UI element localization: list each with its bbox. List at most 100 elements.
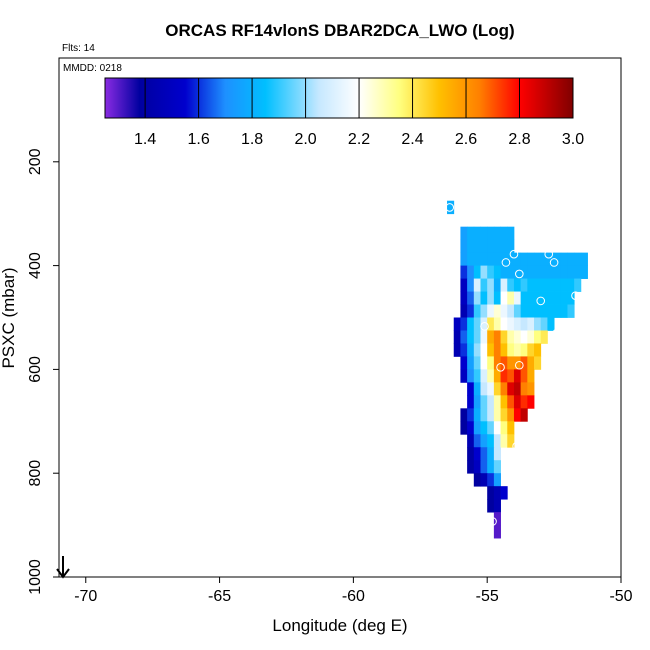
heatmap-cell xyxy=(520,317,528,331)
heatmap-cell xyxy=(493,343,501,357)
heatmap-cell xyxy=(493,525,501,539)
heatmap-cell xyxy=(567,291,575,305)
heatmap-cell xyxy=(547,304,555,318)
heatmap-cell xyxy=(467,265,475,279)
heatmap-cell xyxy=(480,239,488,254)
heatmap-cell xyxy=(574,278,582,292)
heatmap-cell xyxy=(473,317,481,331)
heatmap-cell xyxy=(480,356,488,370)
heatmap-cell xyxy=(487,408,495,422)
heatmap-cell xyxy=(554,291,562,305)
heatmap-cell xyxy=(473,421,481,435)
heatmap-cell xyxy=(513,317,522,331)
heatmap-cell xyxy=(520,330,528,344)
heatmap-cell xyxy=(467,421,475,435)
heatmap-cell xyxy=(540,291,548,305)
sample-marker xyxy=(515,269,524,279)
heatmap-cell xyxy=(520,304,528,318)
heatmap-cell xyxy=(487,473,495,487)
flights-annotation: Flts: 14 xyxy=(62,43,95,54)
heatmap-cell xyxy=(567,304,575,318)
heatmap-cell xyxy=(473,356,481,370)
heatmap-cell xyxy=(460,239,468,254)
heatmap-cell xyxy=(500,434,508,448)
heatmap-cell xyxy=(467,291,475,305)
heatmap-cell xyxy=(507,265,515,279)
colorbar-tick-label: 1.8 xyxy=(241,131,263,148)
sample-marker xyxy=(536,296,546,306)
heatmap-cell xyxy=(480,226,488,241)
heatmap-cell xyxy=(493,382,501,396)
colorbar-bar xyxy=(104,77,574,119)
sample-markers xyxy=(445,203,580,526)
heatmap-cell xyxy=(460,421,468,435)
heatmap-cell xyxy=(473,304,481,318)
heatmap-cell xyxy=(493,304,501,318)
sample-marker xyxy=(509,249,519,259)
heatmap-cell xyxy=(467,434,475,448)
heatmap-cell xyxy=(567,278,575,292)
colorbar-ticks: 1.4 1.6 1.8 2.0 2.2 2.4 2.6 2.8 3.0 xyxy=(134,78,584,148)
heatmap-cell xyxy=(487,499,495,513)
heatmap-cell xyxy=(493,395,501,409)
sample-marker xyxy=(571,291,580,301)
heatmap-cell xyxy=(487,330,495,344)
sample-marker xyxy=(515,456,524,466)
x-axis: -70 -65 -60 -55 -50 xyxy=(74,577,633,605)
heatmap-cell xyxy=(507,291,515,305)
heatmap-cell xyxy=(467,369,475,383)
heatmap-cell xyxy=(520,343,528,357)
heatmap-cell xyxy=(527,252,535,266)
heatmap-cell xyxy=(554,265,562,279)
heatmap-cell xyxy=(493,356,501,370)
heatmap-cell xyxy=(480,382,488,396)
heatmap-cell xyxy=(513,408,522,422)
heatmap-cell xyxy=(500,395,508,409)
heatmap-cell xyxy=(534,343,542,357)
heatmap-cell xyxy=(480,317,488,331)
heatmap-cell xyxy=(507,421,515,435)
heatmap-cell xyxy=(500,356,508,370)
heatmap-cell xyxy=(480,395,488,409)
heatmap-cell xyxy=(467,382,475,396)
heatmap-cell xyxy=(580,265,588,279)
heatmap-cell xyxy=(473,460,481,474)
date-annotation: MMDD: 0218 xyxy=(63,63,122,74)
heatmap-cell xyxy=(493,512,501,526)
heatmap-cell xyxy=(493,252,501,266)
sample-marker xyxy=(496,363,505,372)
y-tick-label: 400 xyxy=(27,252,44,279)
sample-marker xyxy=(531,418,540,428)
heatmap-cell xyxy=(467,278,475,292)
heatmap-cell xyxy=(473,252,481,266)
heatmap-cell xyxy=(460,226,468,241)
heatmap-cell xyxy=(513,252,522,266)
sample-marker xyxy=(466,215,476,225)
down-arrow-icon xyxy=(56,556,70,579)
heatmap-cell xyxy=(500,304,508,318)
heatmap-cell xyxy=(493,473,501,487)
heatmap-cell xyxy=(493,460,501,474)
y-tick-label: 200 xyxy=(27,148,44,175)
heatmap-cell xyxy=(487,265,495,279)
heatmap-cell xyxy=(513,291,522,305)
heatmap-cell xyxy=(547,265,555,279)
x-axis-label: Longitude (deg E) xyxy=(272,616,407,635)
heatmap-cell xyxy=(507,278,515,292)
heatmap-cell xyxy=(480,291,488,305)
heatmap-cell xyxy=(487,278,495,292)
heatmap-cell xyxy=(473,239,481,254)
heatmap-cell xyxy=(513,382,522,396)
heatmap-cell xyxy=(500,382,508,396)
heatmap-cell xyxy=(473,278,481,292)
heatmap-cell xyxy=(534,304,542,318)
heatmap-cell xyxy=(527,330,535,344)
heatmap-cell xyxy=(500,421,508,435)
heatmap-cell xyxy=(460,369,468,383)
heatmap-cell xyxy=(513,265,522,279)
heatmap-cell xyxy=(547,317,555,331)
heatmap-cell xyxy=(467,330,475,344)
x-tick-label: -65 xyxy=(208,588,231,605)
x-tick-label: -50 xyxy=(609,588,632,605)
sample-marker xyxy=(557,405,567,414)
